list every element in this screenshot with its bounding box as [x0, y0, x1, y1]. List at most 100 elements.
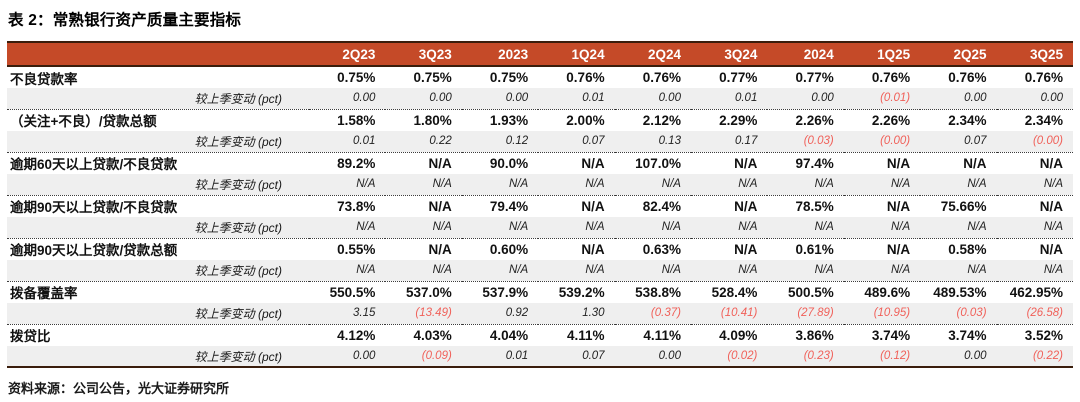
change-cell: 0.17 [734, 135, 758, 148]
change-cell: 0.00 [811, 92, 834, 105]
change-cell: (13.49) [415, 307, 452, 320]
change-row: 较上季变动 (pct) N/A N/A N/A N/A N/A N/A N/A N/A N/A N/… [7, 260, 1073, 281]
change-row: 较上季变动 (pct) 0.00 0.00 0.00 0.01 0.00 0.01 0.00 (… [7, 88, 1073, 109]
change-row: 较上季变动 (pct) N/A N/A N/A N/A N/A N/A N/A N/A N/A N/… [7, 217, 1073, 238]
column-header: 3Q23 [385, 42, 462, 67]
change-cell: 0.00 [505, 92, 529, 105]
change-cell: (0.00) [880, 135, 911, 148]
change-cell: 1.30 [582, 307, 605, 320]
change-cell: (0.01) [880, 92, 911, 105]
change-cell: (0.23) [803, 350, 834, 362]
value-cell: N/A [428, 241, 452, 257]
change-cell: N/A [967, 221, 987, 234]
change-cell: N/A [1043, 264, 1063, 277]
value-cell: 2.26% [871, 112, 911, 128]
metric-label: 逾期90天以上贷款/贷款总额 [10, 243, 178, 259]
change-cell: 0.01 [505, 350, 529, 362]
change-cell: 0.00 [429, 92, 452, 105]
value-cell: 0.75% [489, 70, 529, 85]
value-cell: 4.03% [413, 327, 452, 343]
metric-row: （关注+不良）/贷款总额 1.58% 1.80% 1.93% 2.00% 2.12% 2.2… [7, 109, 1073, 131]
value-cell: 0.77% [719, 70, 758, 85]
value-cell: 2.00% [566, 112, 605, 128]
value-cell: 3.86% [795, 327, 834, 343]
change-cell: 0.13 [658, 135, 681, 148]
value-cell: 89.2% [337, 155, 376, 171]
change-cell: (0.00) [1032, 135, 1063, 148]
change-cell: N/A [585, 264, 605, 277]
table-title: 表 2：常熟银行资产质量主要指标 [8, 12, 242, 29]
change-label: 较上季变动 (pct) [194, 220, 283, 235]
change-cell: (0.03) [956, 307, 987, 320]
change-label: 较上季变动 (pct) [194, 306, 283, 321]
change-cell: N/A [738, 221, 758, 234]
change-cell: N/A [661, 221, 681, 234]
change-cell: 0.00 [964, 350, 987, 362]
metric-label: 拨贷比 [10, 329, 51, 345]
change-cell: 0.07 [582, 350, 605, 362]
value-cell: 538.8% [635, 284, 681, 300]
change-label: 较上季变动 (pct) [194, 349, 283, 364]
value-cell: N/A [428, 155, 452, 171]
value-cell: 539.2% [558, 284, 605, 300]
value-cell: 4.09% [719, 327, 758, 343]
value-cell: 3.52% [1024, 327, 1063, 343]
change-cell: 0.07 [964, 135, 987, 148]
value-cell: N/A [1039, 241, 1063, 257]
value-cell: 1.58% [337, 112, 376, 128]
value-cell: N/A [886, 198, 911, 214]
value-cell: 462.95% [1009, 284, 1063, 300]
value-cell: 2.29% [719, 112, 758, 128]
metric-label: 拨备覆盖率 [10, 286, 78, 302]
change-label: 较上季变动 (pct) [194, 263, 283, 278]
column-header: 2Q23 [309, 42, 386, 67]
value-cell: N/A [734, 155, 758, 171]
change-cell: N/A [661, 178, 681, 191]
value-cell: 0.77% [795, 70, 834, 85]
value-cell: N/A [581, 155, 605, 171]
change-row: 较上季变动 (pct) 0.01 0.22 0.12 0.07 0.13 0.17 (0.03… [7, 131, 1073, 152]
change-cell: N/A [356, 264, 376, 277]
change-cell: N/A [585, 221, 605, 234]
column-header: 2023 [461, 42, 539, 67]
change-cell: N/A [509, 221, 529, 234]
metric-row: 拨备覆盖率 550.5% 537.0% 537.9% 539.2% 538.8% 528.4… [7, 281, 1073, 303]
value-cell: N/A [581, 241, 605, 257]
change-cell: 3.15 [353, 307, 376, 320]
change-cell: (26.58) [1026, 307, 1063, 320]
value-cell: 90.0% [489, 155, 529, 171]
change-cell: (0.02) [727, 350, 758, 362]
change-cell: 0.00 [353, 92, 376, 105]
value-cell: 0.75% [337, 70, 376, 85]
value-cell: 3.74% [948, 327, 987, 343]
change-cell: 0.00 [353, 350, 376, 362]
column-header: 1Q25 [843, 42, 921, 67]
value-cell: 0.76% [1024, 70, 1063, 85]
change-label: 较上季变动 (pct) [194, 177, 283, 192]
change-cell: N/A [661, 264, 681, 277]
change-cell: N/A [967, 178, 987, 191]
change-cell: N/A [1043, 178, 1063, 191]
value-cell: 75.66% [940, 198, 987, 214]
value-cell: 73.8% [337, 198, 376, 214]
change-row: 较上季变动 (pct) 0.00 (0.09) 0.01 0.07 0.00 (0.02) (… [7, 346, 1073, 367]
value-cell: N/A [734, 198, 758, 214]
change-cell: N/A [356, 178, 376, 191]
change-cell: N/A [738, 178, 758, 191]
change-cell: 0.00 [964, 92, 987, 105]
metric-label: 逾期90天以上贷款/不良贷款 [10, 200, 178, 216]
change-cell: 0.07 [582, 135, 605, 148]
asset-quality-table: 2Q23 3Q23 2023 1Q24 2Q24 3Q24 2024 1Q25 2Q25 3Q25… [7, 41, 1073, 368]
change-cell: N/A [585, 178, 605, 191]
change-label: 较上季变动 (pct) [194, 134, 283, 149]
value-cell: 78.5% [795, 198, 834, 214]
change-cell: N/A [432, 264, 452, 277]
change-cell: 0.22 [429, 135, 452, 148]
value-cell: 4.12% [337, 327, 376, 343]
value-cell: 1.93% [489, 112, 529, 128]
metric-label: 不良贷款率 [10, 71, 78, 87]
change-cell: 0.01 [734, 92, 758, 105]
value-cell: N/A [581, 198, 605, 214]
value-cell: 489.53% [933, 284, 987, 300]
